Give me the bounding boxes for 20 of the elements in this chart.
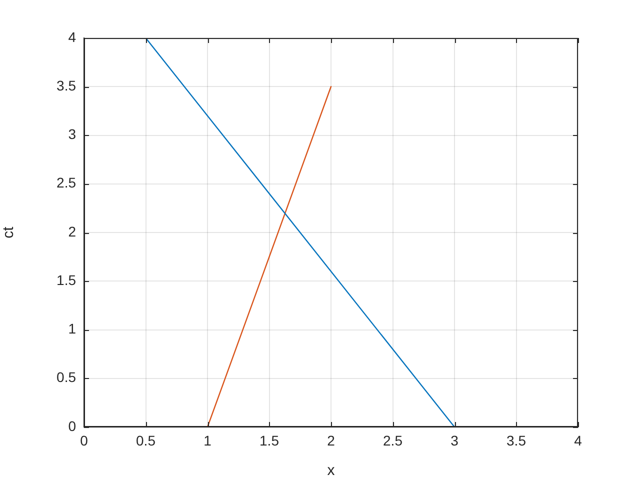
y-tick-label: 1: [68, 320, 76, 337]
x-axis-title: x: [327, 462, 336, 480]
x-tick-label: 3: [450, 432, 459, 448]
y-tick-label: 3.5: [56, 77, 76, 94]
x-tick-label: 2: [327, 432, 336, 448]
x-tick-label: 0: [80, 432, 88, 448]
y-tick-label: 0.5: [56, 369, 76, 386]
y-axis-title: ct: [0, 226, 18, 238]
y-tick-label: 1.5: [56, 272, 76, 288]
x-tick-label: 1.5: [260, 432, 280, 448]
x-tick-label: 4: [574, 432, 582, 448]
x-tick-label: 3.5: [506, 432, 526, 448]
x-tick-label: 1: [204, 432, 212, 448]
x-tick-label: 2.5: [383, 432, 403, 448]
y-tick-label: 0: [68, 418, 76, 434]
y-tick-label: 4: [68, 28, 76, 45]
y-tick-label: 2.5: [56, 174, 76, 191]
y-tick-label: 2: [68, 223, 76, 240]
y-tick-label: 3: [68, 126, 76, 142]
x-tick-label: 0.5: [136, 432, 156, 448]
